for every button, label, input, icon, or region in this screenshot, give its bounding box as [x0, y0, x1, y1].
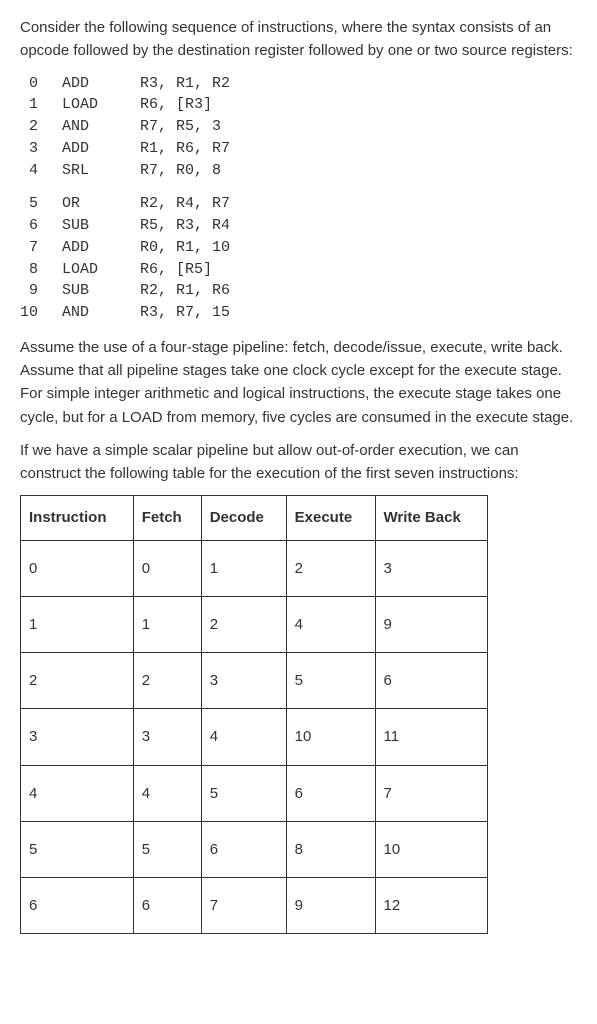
- table-cell: 5: [21, 821, 134, 877]
- col-writeback: Write Back: [375, 496, 487, 540]
- code-index: 4: [20, 160, 62, 182]
- table-cell: 10: [375, 821, 487, 877]
- code-index: 0: [20, 73, 62, 95]
- table-cell: 6: [286, 765, 375, 821]
- table-row: 00123: [21, 540, 488, 596]
- code-args: R2, R4, R7: [140, 193, 230, 215]
- table-cell: 6: [375, 653, 487, 709]
- table-cell: 9: [375, 596, 487, 652]
- table-cell: 9: [286, 878, 375, 934]
- table-row: 44567: [21, 765, 488, 821]
- code-index: 2: [20, 116, 62, 138]
- table-cell: 5: [133, 821, 201, 877]
- table-cell: 3: [21, 709, 134, 765]
- table-row: 3341011: [21, 709, 488, 765]
- code-opcode: LOAD: [62, 259, 140, 281]
- col-execute: Execute: [286, 496, 375, 540]
- code-line: 0ADDR3, R1, R2: [20, 73, 577, 95]
- table-row: 556810: [21, 821, 488, 877]
- code-args: R7, R5, 3: [140, 116, 221, 138]
- table-cell: 6: [133, 878, 201, 934]
- table-cell: 1: [201, 540, 286, 596]
- code-line: 5ORR2, R4, R7: [20, 193, 577, 215]
- instruction-block-2: 5ORR2, R4, R76SUBR5, R3, R47ADDR0, R1, 1…: [20, 193, 577, 324]
- col-fetch: Fetch: [133, 496, 201, 540]
- code-args: R2, R1, R6: [140, 280, 230, 302]
- table-cell: 4: [133, 765, 201, 821]
- code-opcode: ADD: [62, 73, 140, 95]
- code-index: 10: [20, 302, 62, 324]
- col-decode: Decode: [201, 496, 286, 540]
- code-opcode: ADD: [62, 138, 140, 160]
- code-index: 3: [20, 138, 62, 160]
- code-line: 10ANDR3, R7, 15: [20, 302, 577, 324]
- code-opcode: SUB: [62, 215, 140, 237]
- table-cell: 1: [133, 596, 201, 652]
- code-index: 9: [20, 280, 62, 302]
- code-line: 1LOADR6, [R3]: [20, 94, 577, 116]
- col-instruction: Instruction: [21, 496, 134, 540]
- code-line: 2ANDR7, R5, 3: [20, 116, 577, 138]
- table-cell: 6: [21, 878, 134, 934]
- scalar-paragraph: If we have a simple scalar pipeline but …: [20, 439, 577, 486]
- table-cell: 3: [201, 653, 286, 709]
- code-index: 6: [20, 215, 62, 237]
- code-index: 1: [20, 94, 62, 116]
- code-line: 7ADDR0, R1, 10: [20, 237, 577, 259]
- code-args: R6, [R3]: [140, 94, 212, 116]
- table-row: 11249: [21, 596, 488, 652]
- code-line: 3ADDR1, R6, R7: [20, 138, 577, 160]
- code-index: 8: [20, 259, 62, 281]
- table-cell: 0: [21, 540, 134, 596]
- table-cell: 3: [133, 709, 201, 765]
- code-args: R5, R3, R4: [140, 215, 230, 237]
- code-args: R6, [R5]: [140, 259, 212, 281]
- table-cell: 4: [21, 765, 134, 821]
- table-cell: 4: [201, 709, 286, 765]
- table-cell: 12: [375, 878, 487, 934]
- table-cell: 4: [286, 596, 375, 652]
- code-opcode: OR: [62, 193, 140, 215]
- table-cell: 6: [201, 821, 286, 877]
- table-cell: 0: [133, 540, 201, 596]
- table-header-row: Instruction Fetch Decode Execute Write B…: [21, 496, 488, 540]
- code-opcode: AND: [62, 116, 140, 138]
- table-row: 667912: [21, 878, 488, 934]
- code-args: R7, R0, 8: [140, 160, 221, 182]
- code-args: R3, R1, R2: [140, 73, 230, 95]
- code-line: 8LOADR6, [R5]: [20, 259, 577, 281]
- table-cell: 1: [21, 596, 134, 652]
- table-cell: 5: [201, 765, 286, 821]
- code-index: 7: [20, 237, 62, 259]
- table-cell: 2: [133, 653, 201, 709]
- code-opcode: SRL: [62, 160, 140, 182]
- table-cell: 8: [286, 821, 375, 877]
- table-cell: 5: [286, 653, 375, 709]
- instruction-block-1: 0ADDR3, R1, R21LOADR6, [R3]2ANDR7, R5, 3…: [20, 73, 577, 182]
- intro-paragraph: Consider the following sequence of instr…: [20, 16, 577, 63]
- code-line: 6SUBR5, R3, R4: [20, 215, 577, 237]
- table-cell: 7: [201, 878, 286, 934]
- table-cell: 2: [286, 540, 375, 596]
- code-args: R0, R1, 10: [140, 237, 230, 259]
- table-cell: 2: [201, 596, 286, 652]
- code-line: 9SUBR2, R1, R6: [20, 280, 577, 302]
- code-index: 5: [20, 193, 62, 215]
- code-opcode: AND: [62, 302, 140, 324]
- code-args: R1, R6, R7: [140, 138, 230, 160]
- code-line: 4SRLR7, R0, 8: [20, 160, 577, 182]
- code-opcode: ADD: [62, 237, 140, 259]
- table-cell: 3: [375, 540, 487, 596]
- table-cell: 7: [375, 765, 487, 821]
- code-opcode: SUB: [62, 280, 140, 302]
- pipeline-paragraph: Assume the use of a four-stage pipeline:…: [20, 336, 577, 429]
- code-opcode: LOAD: [62, 94, 140, 116]
- table-cell: 2: [21, 653, 134, 709]
- table-row: 22356: [21, 653, 488, 709]
- code-args: R3, R7, 15: [140, 302, 230, 324]
- table-cell: 11: [375, 709, 487, 765]
- table-cell: 10: [286, 709, 375, 765]
- pipeline-table: Instruction Fetch Decode Execute Write B…: [20, 495, 488, 934]
